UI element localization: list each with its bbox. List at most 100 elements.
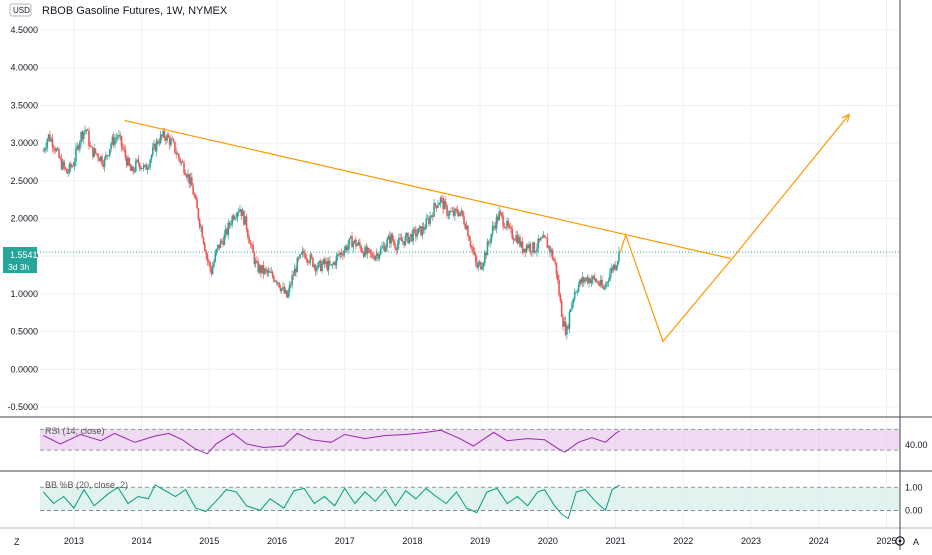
candle-body <box>398 237 400 244</box>
candle-body <box>75 148 77 162</box>
candle-body <box>549 246 551 253</box>
candle-body <box>46 139 49 148</box>
candle-body <box>170 138 172 145</box>
candle-body <box>312 257 314 267</box>
candle-body <box>332 262 335 265</box>
indicator-bands <box>40 428 900 511</box>
candle-body <box>444 201 447 206</box>
candle-body <box>538 238 541 241</box>
candle-body <box>149 159 151 167</box>
candle-body <box>185 175 188 178</box>
candle-body <box>136 159 138 161</box>
candle-body <box>89 146 92 147</box>
candle-body <box>528 244 530 249</box>
gear-icon[interactable] <box>895 536 905 546</box>
candle-body <box>452 210 455 216</box>
candle-body <box>107 155 110 157</box>
candle-body <box>47 134 50 140</box>
candle-body <box>497 216 499 221</box>
candle-body <box>235 217 237 219</box>
forecast-arrowhead[interactable] <box>841 113 851 123</box>
candle-body <box>405 233 408 237</box>
resistance-trendline[interactable] <box>124 119 731 260</box>
timezone-z-label[interactable]: Z <box>14 537 20 547</box>
candle-body <box>66 168 68 174</box>
candle-body <box>609 273 611 281</box>
candle-body <box>512 238 515 240</box>
candle-body <box>192 186 194 195</box>
candle-body <box>191 177 193 187</box>
candle-body <box>454 208 456 216</box>
candle-body <box>223 234 226 245</box>
x-tick-label: 2024 <box>809 536 829 546</box>
candle-body <box>194 196 197 200</box>
y-tick-label: 4.5000 <box>10 25 38 35</box>
candle-body <box>115 137 118 139</box>
candle-body <box>297 257 300 259</box>
candle-body <box>550 249 553 253</box>
candle-body <box>71 165 73 168</box>
candle-body <box>610 267 612 274</box>
price-axis[interactable]: 4.50004.00003.50003.00002.50002.00001.50… <box>7 25 927 515</box>
candle-body <box>586 277 589 284</box>
candle-body <box>569 309 572 312</box>
candle-body <box>510 226 512 229</box>
candle-body <box>189 177 192 184</box>
candle-body <box>336 254 339 257</box>
candle-body <box>261 265 263 273</box>
drawing-overlays[interactable] <box>124 113 851 343</box>
candle-body <box>527 245 529 249</box>
candle-body <box>286 290 288 298</box>
candle-body <box>271 272 274 277</box>
candle-body <box>614 264 616 270</box>
time-axis[interactable]: 2013 2014 2015 2016 2017 2018 2019 2020 2021 2022… <box>64 536 897 546</box>
candle-body <box>594 278 597 282</box>
candle-body <box>230 224 232 226</box>
candle-body <box>515 235 517 241</box>
candle-body <box>335 256 338 266</box>
candle-body <box>498 211 500 221</box>
candle-body <box>180 161 183 163</box>
auto-scale-label[interactable]: A <box>913 537 919 547</box>
candle-body <box>125 157 128 166</box>
candle-body <box>326 261 329 271</box>
indicator-lines <box>43 429 620 520</box>
candle-body <box>84 129 86 132</box>
candle-body <box>86 129 89 131</box>
candle-body <box>383 245 386 252</box>
candle-body <box>447 214 450 216</box>
last-price-tag <box>3 247 37 261</box>
x-tick-label: 2013 <box>64 536 84 546</box>
candle-body <box>135 160 137 172</box>
candle-body <box>477 263 480 268</box>
candle-body <box>151 147 154 156</box>
candle-body <box>241 210 244 216</box>
candle-body <box>201 226 204 238</box>
candle-body <box>218 244 220 249</box>
currency-badge[interactable] <box>9 3 32 17</box>
candle-body <box>537 238 540 249</box>
candle-body <box>59 157 62 159</box>
candle-body <box>546 238 549 248</box>
candle-body <box>313 264 316 267</box>
x-tick-label: 2014 <box>132 536 152 546</box>
y-tick-label: -0.5000 <box>7 402 38 412</box>
chart-title: RBOB Gasoline Futures, 1W, NYMEX <box>42 5 228 17</box>
candle-body <box>334 262 336 266</box>
candle-body <box>357 241 360 245</box>
candle-body <box>260 265 262 273</box>
candle-body <box>579 279 581 286</box>
candle-body <box>166 134 168 141</box>
forecast-path[interactable] <box>619 114 850 343</box>
candle-body <box>269 271 271 273</box>
candle-body <box>81 131 84 139</box>
candle-body <box>342 254 344 256</box>
price-candles <box>42 125 620 340</box>
candle-body <box>85 129 88 131</box>
candle-body <box>564 321 567 335</box>
candle-body <box>347 245 349 251</box>
candle-body <box>228 222 231 226</box>
